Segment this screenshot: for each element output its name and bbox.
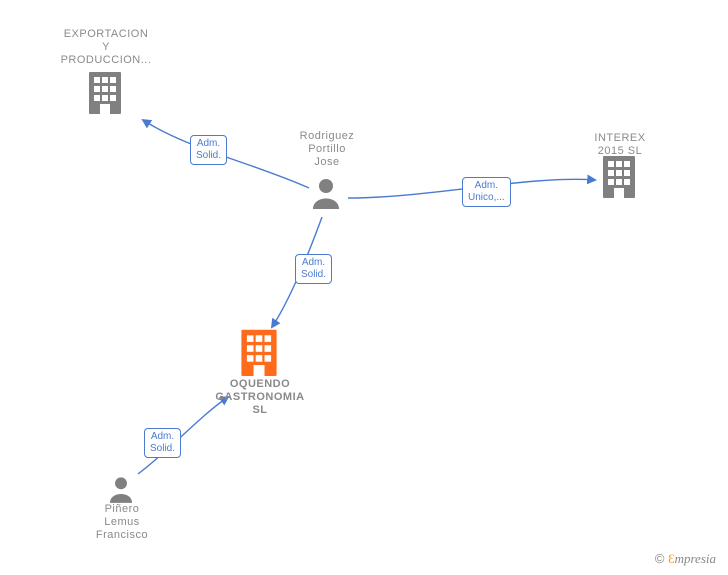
building-icon: [241, 330, 276, 376]
diagram-canvas: [0, 0, 728, 575]
edge-label: Adm.Solid.: [190, 135, 227, 165]
copyright-symbol: ©: [655, 551, 665, 566]
node-label-exportacion: EXPORTACIONYPRODUCCION...: [56, 28, 156, 67]
building-icon: [89, 72, 121, 114]
node-label-interex: INTEREX2015 SL: [584, 132, 656, 158]
person-icon: [110, 477, 132, 503]
brand-name: mpresia: [675, 551, 716, 566]
person-icon: [313, 179, 339, 209]
footer-credit: © Ɛmpresia: [655, 551, 716, 567]
node-label-oquendo: OQUENDOGASTRONOMIASL: [210, 378, 310, 417]
building-icon: [603, 156, 635, 198]
node-label-pinero: PiñeroLemusFrancisco: [92, 503, 152, 542]
node-label-rodriguez: RodriguezPortilloJose: [292, 130, 362, 169]
edge-label: Adm.Unico,...: [462, 177, 511, 207]
edge-label: Adm.Solid.: [144, 428, 181, 458]
edge-label: Adm.Solid.: [295, 254, 332, 284]
